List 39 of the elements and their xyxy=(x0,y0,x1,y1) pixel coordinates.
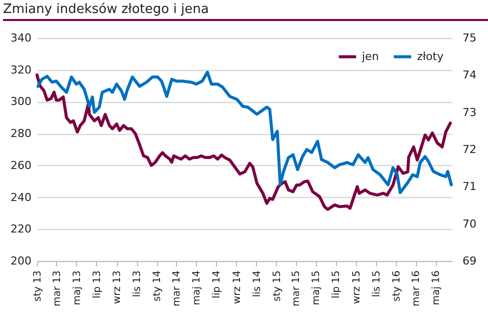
x-tick-label: lip 14 xyxy=(211,270,222,298)
x-tick-label: wrz 15 xyxy=(351,270,362,304)
y2-tick-label: 70 xyxy=(462,217,476,230)
legend-label: złoty xyxy=(417,50,444,63)
x-tick-label: mar 15 xyxy=(291,270,302,306)
x-tick-label: sty 13 xyxy=(32,270,44,302)
y-tick-label: 260 xyxy=(10,158,32,172)
chart-title: Zmiany indeksów złotego i jena xyxy=(3,2,488,21)
y-tick-label: 220 xyxy=(10,222,32,236)
y2-tick-label: 74 xyxy=(462,68,476,82)
x-tick-label: lip 15 xyxy=(331,270,342,298)
y-tick-label: 320 xyxy=(10,63,32,76)
y-tick-label: 240 xyxy=(10,190,32,204)
x-tick-label: sty 15 xyxy=(272,270,283,302)
x-tick-label: mar 16 xyxy=(411,270,422,306)
x-tick-label: wrz 14 xyxy=(232,270,243,304)
x-tick-label: maj 16 xyxy=(431,270,442,306)
x-tick-label: wrz 13 xyxy=(112,270,124,304)
x-tick-label: lip 13 xyxy=(92,270,103,298)
y2-tick-label: 75 xyxy=(462,32,476,44)
y2-tick-label: 69 xyxy=(462,254,476,268)
x-tick-label: sty 14 xyxy=(152,270,164,302)
y-tick-label: 280 xyxy=(10,127,32,140)
y-tick-label: 340 xyxy=(10,32,32,44)
x-tick-label: maj 15 xyxy=(311,270,322,306)
legend-label: jen xyxy=(361,50,379,63)
x-tick-label: lis 15 xyxy=(371,270,382,298)
x-tick-label: lis 14 xyxy=(252,270,263,298)
x-tick-label: maj 13 xyxy=(72,270,83,306)
y2-tick-label: 72 xyxy=(462,143,476,156)
x-tick-label: mar 14 xyxy=(171,270,182,306)
x-tick-label: mar 13 xyxy=(52,270,63,306)
y2-tick-label: 71 xyxy=(462,180,476,194)
y-tick-label: 200 xyxy=(10,254,32,268)
y-tick-label: 300 xyxy=(10,95,32,108)
x-tick-label: lis 13 xyxy=(132,270,144,298)
x-tick-label: sty 16 xyxy=(391,270,402,302)
y2-tick-label: 73 xyxy=(462,106,476,119)
x-tick-label: maj 14 xyxy=(191,270,202,306)
